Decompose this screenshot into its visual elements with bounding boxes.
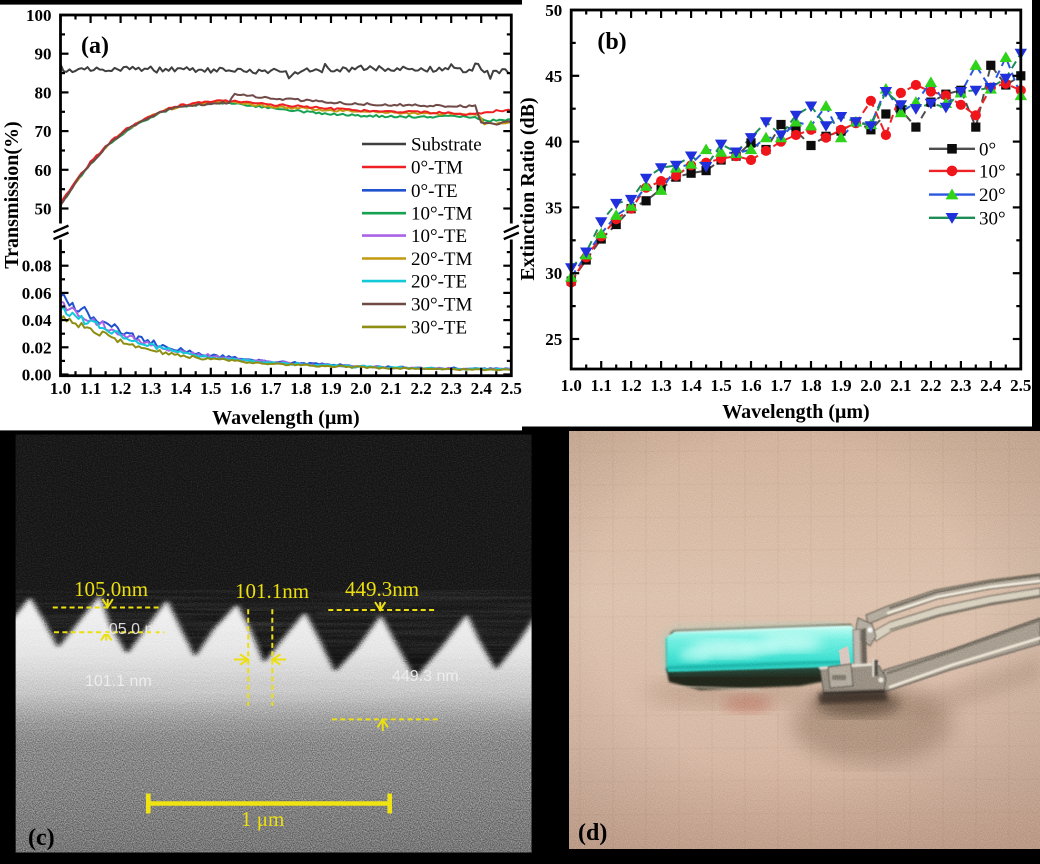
svg-text:0°: 0° [979,139,996,160]
svg-text:(c): (c) [28,825,55,851]
svg-text:1.8: 1.8 [290,379,311,398]
svg-text:20°-TM: 20°-TM [411,249,473,270]
svg-text:20°: 20° [979,185,1006,206]
svg-text:100: 100 [26,6,52,25]
svg-text:50: 50 [35,200,52,219]
svg-text:80: 80 [35,83,52,102]
svg-text:45: 45 [545,67,562,86]
svg-text:(b): (b) [597,29,626,55]
svg-text:1.1: 1.1 [591,376,612,395]
svg-text:1.4: 1.4 [680,376,702,395]
svg-text:10°-TM: 10°-TM [411,204,473,225]
svg-text:90: 90 [35,45,52,64]
svg-text:60: 60 [35,161,52,180]
svg-text:2.1: 2.1 [380,379,401,398]
svg-text:1.3: 1.3 [140,379,161,398]
svg-text:1.4: 1.4 [170,379,192,398]
svg-text:1.5: 1.5 [710,376,731,395]
svg-text:2.5: 2.5 [501,379,522,398]
svg-text:1.0: 1.0 [561,376,582,395]
svg-text:Extinction Ratio (dB): Extinction Ratio (dB) [517,97,539,280]
svg-text:101.1 nm: 101.1 nm [85,673,152,690]
svg-text:(a): (a) [81,33,109,59]
svg-text:40: 40 [545,133,562,152]
svg-text:2.5: 2.5 [1010,376,1031,395]
svg-text:2.3: 2.3 [950,376,971,395]
svg-text:2.1: 2.1 [890,376,911,395]
svg-text:0.00: 0.00 [22,366,52,385]
svg-text:25: 25 [545,330,562,349]
svg-text:1.7: 1.7 [260,379,282,398]
svg-text:1.8: 1.8 [800,376,821,395]
svg-text:2.2: 2.2 [410,379,431,398]
svg-text:20°-TE: 20°-TE [411,272,467,293]
svg-text:2.0: 2.0 [350,379,371,398]
svg-text:(d): (d) [578,820,607,846]
svg-text:0.08: 0.08 [22,257,52,276]
svg-text:2.0: 2.0 [860,376,881,395]
svg-text:Substrate: Substrate [411,135,482,156]
svg-text:2.2: 2.2 [920,376,941,395]
svg-text:0°-TM: 0°-TM [411,158,463,179]
svg-text:0.06: 0.06 [22,284,52,303]
svg-text:Wavelength (μm): Wavelength (μm) [722,401,869,423]
svg-text:449.3 nm: 449.3 nm [392,668,459,685]
svg-text:0°-TE: 0°-TE [411,181,458,202]
svg-text:30°: 30° [979,208,1006,229]
svg-text:Wavelength (μm): Wavelength (μm) [212,407,359,429]
svg-text:0.04: 0.04 [22,311,52,330]
svg-text:2.4: 2.4 [980,376,1002,395]
svg-text:10°-TE: 10°-TE [411,226,467,247]
svg-text:101.1nm: 101.1nm [235,579,309,603]
svg-text:449.3nm: 449.3nm [345,577,419,601]
svg-text:1.7: 1.7 [770,376,792,395]
svg-text:0.02: 0.02 [22,338,52,357]
svg-text:1.9: 1.9 [830,376,851,395]
svg-text:35: 35 [545,198,562,217]
svg-text:2.3: 2.3 [441,379,462,398]
svg-text:1.6: 1.6 [740,376,761,395]
svg-text:1.6: 1.6 [230,379,251,398]
svg-text:1.2: 1.2 [620,376,641,395]
svg-text:105.0nm: 105.0nm [74,577,148,601]
svg-text:70: 70 [35,122,52,141]
svg-text:1.1: 1.1 [80,379,101,398]
svg-text:30°-TE: 30°-TE [411,317,467,338]
svg-text:1.3: 1.3 [650,376,671,395]
svg-text:30: 30 [545,264,562,283]
svg-text:1 μm: 1 μm [241,807,284,831]
svg-text:1.0: 1.0 [50,379,71,398]
svg-text:10°: 10° [979,161,1006,182]
svg-text:1.2: 1.2 [110,379,131,398]
svg-text:30°-TM: 30°-TM [411,295,473,316]
svg-text:50: 50 [545,1,562,20]
svg-text:Transmission(%): Transmission(%) [1,121,23,268]
svg-text:2.4: 2.4 [471,379,493,398]
svg-text:105.0 nm: 105.0 nm [100,621,167,638]
svg-text:1.5: 1.5 [200,379,221,398]
svg-text:1.9: 1.9 [320,379,341,398]
